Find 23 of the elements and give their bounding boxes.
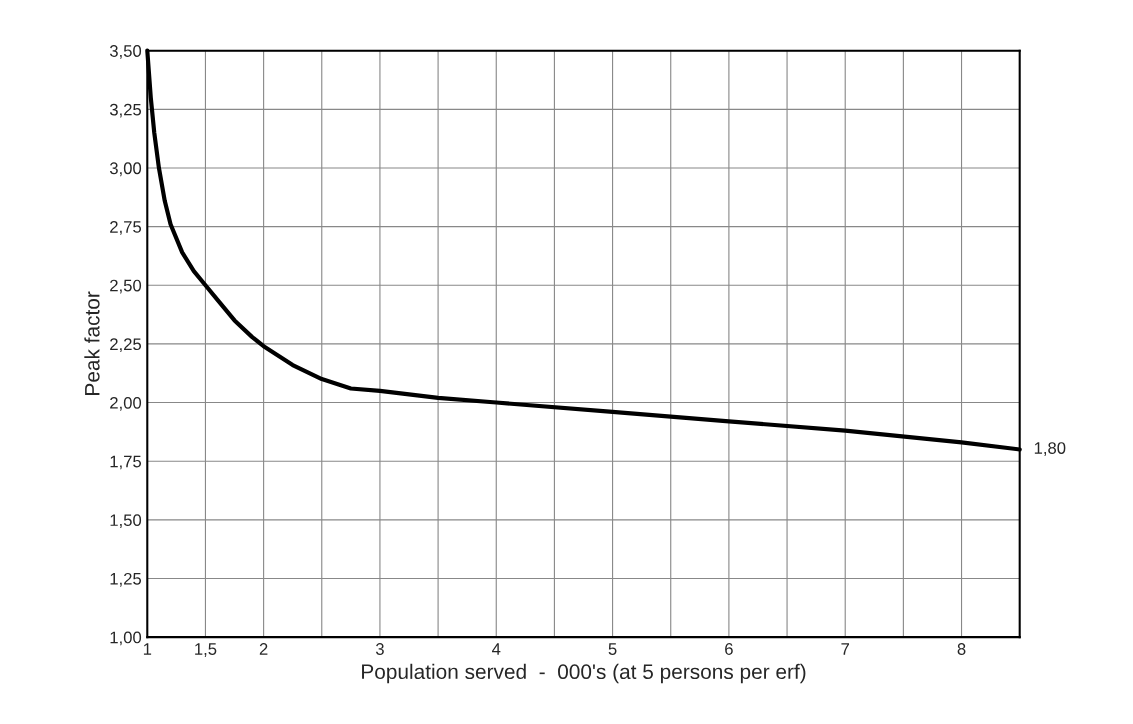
x-tick-label: 3 bbox=[375, 643, 384, 655]
y-tick-label: 2,75 bbox=[110, 221, 142, 235]
annotation: 1,80 bbox=[1034, 442, 1066, 456]
y-tick-label: 3,25 bbox=[109, 103, 142, 118]
y-tick-label: 2,50 bbox=[110, 279, 142, 294]
y-tick-label: 1,50 bbox=[110, 514, 142, 528]
x-tick-label: 2 bbox=[259, 643, 268, 655]
y-tick-label: 2,25 bbox=[110, 338, 142, 353]
x-tick-label: 1 bbox=[143, 643, 152, 655]
x-tick-label: 4 bbox=[492, 643, 501, 655]
y-tick-label: 1,00 bbox=[110, 631, 142, 646]
x-tick-label: 5 bbox=[608, 643, 617, 655]
x-axis-title: Population served - 000's (at 5 persons per erf) bbox=[362, 663, 806, 684]
x-tick-label: 1,5 bbox=[195, 643, 217, 657]
y-axis-title: Peak factor bbox=[84, 291, 100, 395]
y-tick-label: 1,25 bbox=[110, 572, 142, 587]
x-tick-label: 6 bbox=[725, 643, 733, 655]
y-tick-label: 3,50 bbox=[109, 45, 142, 59]
x-tick-label: 8 bbox=[957, 643, 966, 655]
y-tick-label: 1,75 bbox=[110, 455, 142, 470]
x-tick-label: 7 bbox=[841, 643, 850, 655]
y-tick-label: 2,00 bbox=[110, 396, 142, 411]
y-tick-label: 3,00 bbox=[109, 162, 142, 177]
